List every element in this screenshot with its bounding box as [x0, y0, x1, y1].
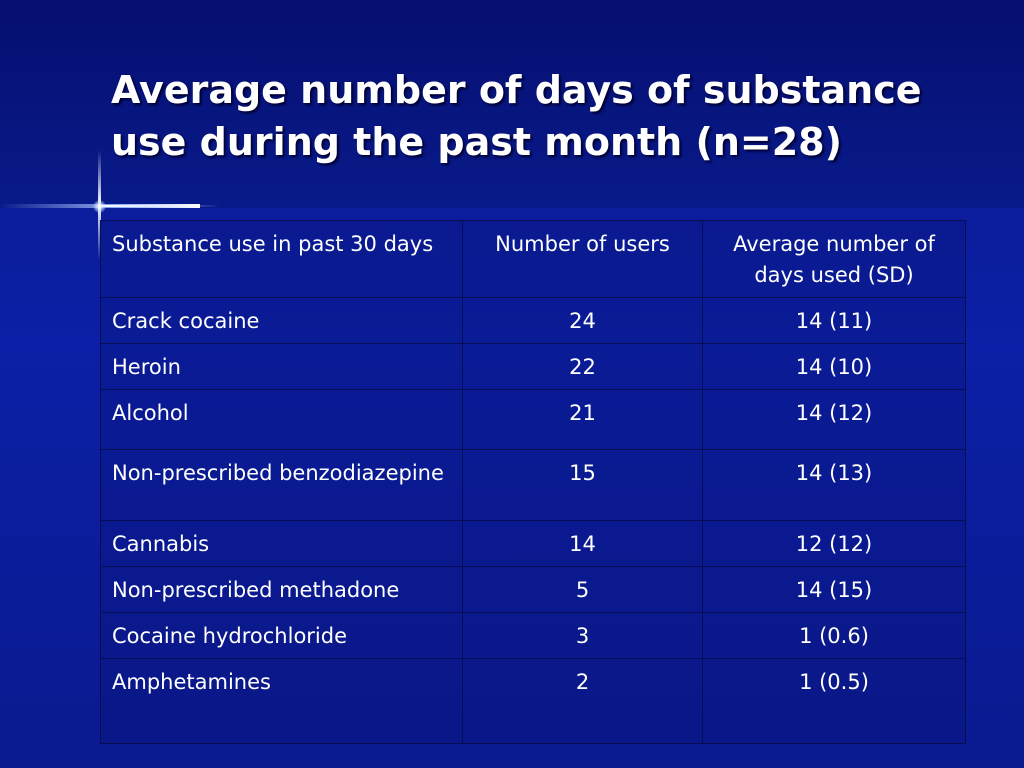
cell-users: 2 — [462, 658, 703, 744]
cell-avg-days: 14 (11) — [702, 297, 966, 344]
cell-substance: Cannabis — [100, 520, 463, 567]
cell-avg-days: 14 (15) — [702, 566, 966, 613]
table-header-row: Substance use in past 30 days Number of … — [100, 220, 966, 298]
table-row: Heroin 22 14 (10) — [100, 343, 966, 390]
substance-use-table: Substance use in past 30 days Number of … — [100, 220, 966, 744]
cell-avg-days: 12 (12) — [702, 520, 966, 567]
cell-substance: Non-prescribed methadone — [100, 566, 463, 613]
table-row: Non-prescribed methadone 5 14 (15) — [100, 566, 966, 613]
table-row: Crack cocaine 24 14 (11) — [100, 297, 966, 344]
table-row: Amphetamines 2 1 (0.5) — [100, 658, 966, 744]
table-row: Cocaine hydrochloride 3 1 (0.6) — [100, 612, 966, 659]
cell-substance: Amphetamines — [100, 658, 463, 744]
cell-users: 3 — [462, 612, 703, 659]
cell-avg-days: 14 (10) — [702, 343, 966, 390]
cell-avg-days: 14 (12) — [702, 389, 966, 450]
table-row: Cannabis 14 12 (12) — [100, 520, 966, 567]
cell-substance: Crack cocaine — [100, 297, 463, 344]
cell-substance: Heroin — [100, 343, 463, 390]
column-header-users: Number of users — [462, 220, 703, 298]
title-band — [0, 0, 1024, 208]
sparkle-horizontal-highlight — [100, 205, 220, 207]
slide-title: Average number of days of substance use … — [111, 64, 991, 168]
cell-users: 24 — [462, 297, 703, 344]
cell-substance: Non-prescribed benzodiazepine — [100, 449, 463, 521]
column-header-substance: Substance use in past 30 days — [100, 220, 463, 298]
cell-users: 21 — [462, 389, 703, 450]
cell-avg-days: 14 (13) — [702, 449, 966, 521]
column-header-avg-days: Average number of days used (SD) — [702, 220, 966, 298]
cell-substance: Alcohol — [100, 389, 463, 450]
cell-avg-days: 1 (0.5) — [702, 658, 966, 744]
slide-title-line-1: Average number of days of substance — [111, 68, 922, 112]
slide-title-line-2: use during the past month (n=28) — [111, 120, 842, 164]
cell-users: 5 — [462, 566, 703, 613]
sparkle-star-icon — [93, 200, 106, 213]
cell-users: 22 — [462, 343, 703, 390]
cell-substance: Cocaine hydrochloride — [100, 612, 463, 659]
table-row: Non-prescribed benzodiazepine 15 14 (13) — [100, 449, 966, 521]
table-row: Alcohol 21 14 (12) — [100, 389, 966, 450]
cell-avg-days: 1 (0.6) — [702, 612, 966, 659]
cell-users: 15 — [462, 449, 703, 521]
cell-users: 14 — [462, 520, 703, 567]
